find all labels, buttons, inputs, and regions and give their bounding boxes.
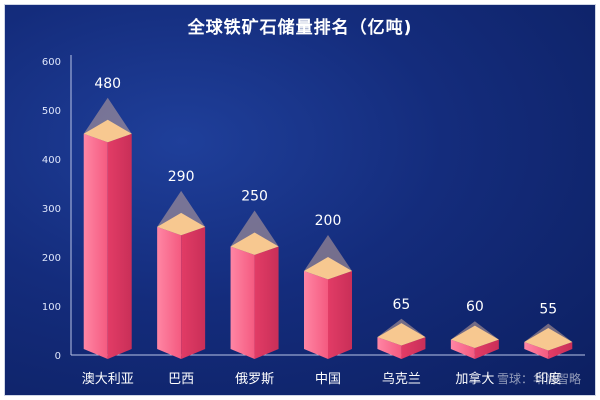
- bar: [304, 271, 328, 359]
- bar-side: [254, 246, 279, 359]
- category-label: 澳大利亚: [82, 371, 134, 387]
- bar: [450, 339, 475, 359]
- y-tick-label: 200: [42, 253, 61, 264]
- watermark: 雪球：华尚智略: [496, 372, 581, 386]
- category-label: 加拿大: [455, 371, 494, 387]
- value-label: 65: [393, 297, 411, 313]
- y-tick-label: 0: [55, 351, 61, 362]
- bar-cap: [157, 212, 206, 236]
- value-label: 200: [315, 213, 342, 229]
- category-label: 中国: [315, 372, 341, 387]
- bar-side: [181, 226, 206, 359]
- bar-cap: [83, 119, 132, 143]
- y-tick-label: 300: [42, 204, 61, 215]
- value-label: 480: [94, 76, 121, 92]
- bar: [230, 246, 255, 359]
- chart-title: 全球铁矿石储量排名（亿吨): [187, 18, 413, 38]
- bar-chart: 0 100 200 300 400 500 600 480 澳大利亚 290 巴西 250 俄罗斯 200…: [42, 55, 585, 387]
- y-tick-label: 600: [42, 57, 61, 68]
- value-label: 250: [241, 189, 268, 205]
- bar: [377, 337, 402, 359]
- y-tick-label: 100: [42, 302, 61, 313]
- chart-frame: 全球铁矿石储量排名（亿吨) 0 100 200 300 400 500 600 480 澳大利亚…: [4, 4, 596, 396]
- y-tick-label: 500: [42, 106, 61, 117]
- bar-side: [474, 339, 499, 359]
- category-label: 巴西: [168, 372, 194, 387]
- bar-cap: [450, 325, 499, 348]
- value-label: 290: [168, 169, 195, 185]
- value-label: 60: [466, 299, 484, 315]
- bar-cap: [230, 232, 279, 255]
- bar-side: [107, 133, 132, 359]
- category-label: 乌克兰: [382, 371, 421, 387]
- bar-cap: [304, 257, 352, 280]
- category-label: 俄罗斯: [235, 372, 274, 387]
- category-label: 印度: [535, 371, 561, 387]
- bar-cap: [524, 328, 573, 351]
- bar: [83, 133, 108, 359]
- bar: [157, 226, 182, 359]
- value-label: 55: [539, 302, 557, 318]
- bar-side: [328, 271, 352, 359]
- y-tick-label: 400: [42, 155, 61, 166]
- bar: [524, 342, 549, 359]
- bar-cap: [377, 323, 426, 346]
- bar-side: [401, 337, 426, 359]
- bar-side: [548, 342, 573, 359]
